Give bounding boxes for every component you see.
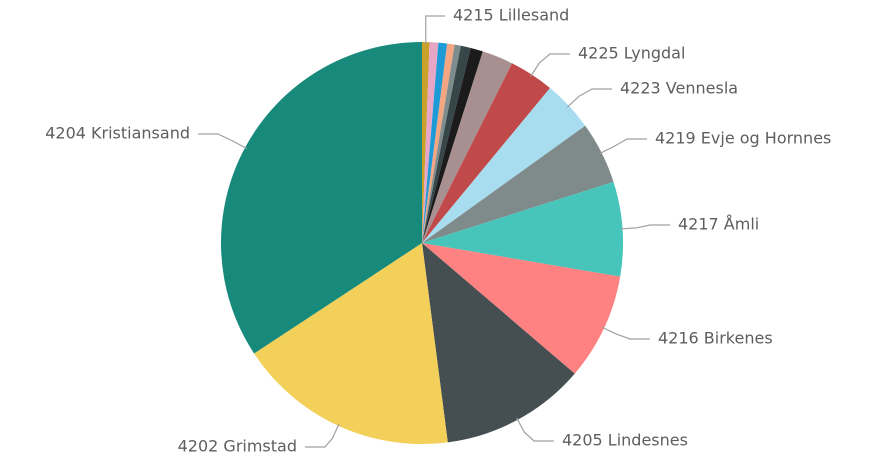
leader-line (566, 88, 612, 108)
leader-line (530, 53, 570, 77)
pie-slice (422, 42, 448, 244)
pie-slice (422, 51, 513, 243)
pie-slice (422, 44, 461, 243)
pie-slice (422, 63, 551, 243)
slice-label: 4217 Åmli (678, 215, 759, 234)
leader-line (620, 224, 670, 230)
pie-slice (422, 181, 623, 277)
slice-label: 4223 Vennesla (620, 79, 738, 98)
slice-label: 4215 Lillesand (453, 6, 569, 25)
slice-label: 4202 Grimstad (178, 437, 297, 456)
leader-line (516, 417, 554, 442)
pie-slice (422, 47, 483, 244)
pie-slice (422, 243, 575, 443)
pie-slice (220, 42, 422, 354)
slice-label: 4219 Evje og Hornnes (655, 129, 831, 148)
slice-label: 4216 Birkenes (658, 329, 773, 348)
slice-label: 4225 Lyngdal (578, 44, 685, 63)
pie-slice (422, 45, 471, 243)
leader-line (601, 326, 650, 340)
leader-line (425, 15, 445, 45)
slice-label: 4205 Lindesnes (562, 431, 688, 450)
leader-line (599, 138, 647, 155)
leader-line (198, 133, 248, 150)
pie-slice (422, 43, 455, 243)
pie-slice (254, 243, 448, 444)
slice-label: 4204 Kristiansand (45, 124, 190, 143)
pie-slice (422, 243, 621, 374)
pie-slice (422, 42, 430, 243)
pie-slice (422, 42, 439, 243)
pie-slice (422, 125, 614, 243)
pie-slice (422, 88, 586, 243)
leader-line (305, 423, 340, 448)
